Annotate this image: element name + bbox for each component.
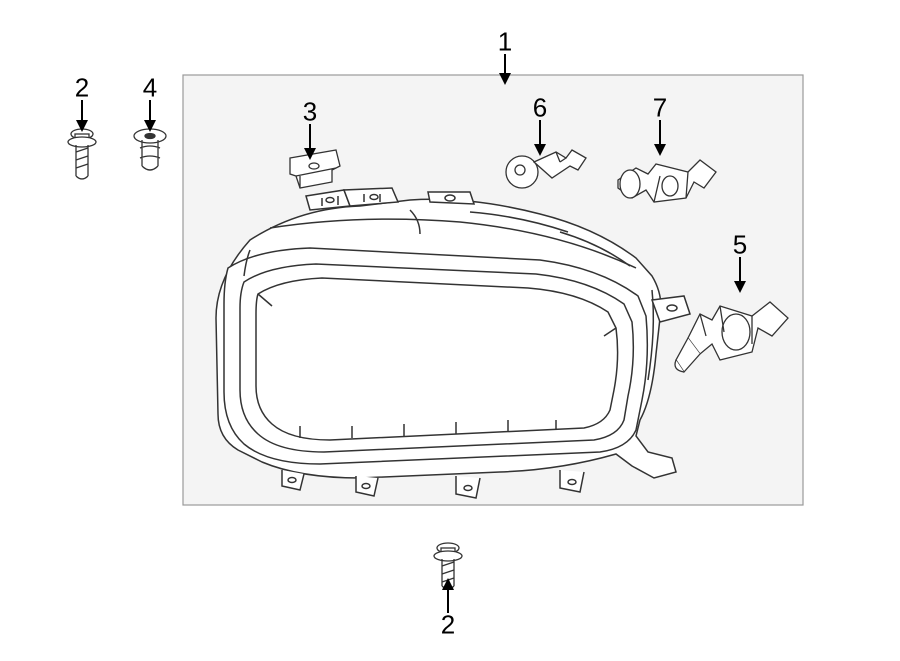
callout-label: 7: [653, 93, 667, 124]
bolt-icon: [68, 129, 96, 179]
callout-arrow-head: [144, 120, 156, 132]
callout-arrow-head: [76, 120, 88, 132]
callout-label: 1: [498, 27, 512, 58]
push-retainer-icon: [134, 129, 166, 170]
callout-label: 3: [303, 97, 317, 128]
callout-arrow-head: [734, 281, 746, 293]
parts-illustration: [0, 0, 900, 661]
callout-arrow-shaft: [447, 590, 449, 613]
callout-label: 2: [441, 610, 455, 641]
callout-arrow-head: [534, 144, 546, 156]
callout-arrow-shaft: [504, 54, 506, 73]
diagram-stage: 1 2 4 3 6 7 5 2: [0, 0, 900, 661]
callout-arrow-shaft: [309, 124, 311, 148]
callout-arrow-head: [654, 144, 666, 156]
callout-arrow-shaft: [81, 100, 83, 120]
callout-arrow-head: [499, 73, 511, 85]
callout-arrow-shaft: [659, 120, 661, 144]
callout-arrow-shaft: [149, 100, 151, 120]
callout-label: 5: [733, 230, 747, 261]
callout-label: 6: [533, 93, 547, 124]
callout-label: 2: [75, 73, 89, 104]
callout-label: 4: [143, 73, 157, 104]
callout-arrow-head: [304, 148, 316, 160]
callout-arrow-shaft: [539, 120, 541, 144]
callout-arrow-head: [442, 578, 454, 590]
callout-arrow-shaft: [739, 257, 741, 281]
